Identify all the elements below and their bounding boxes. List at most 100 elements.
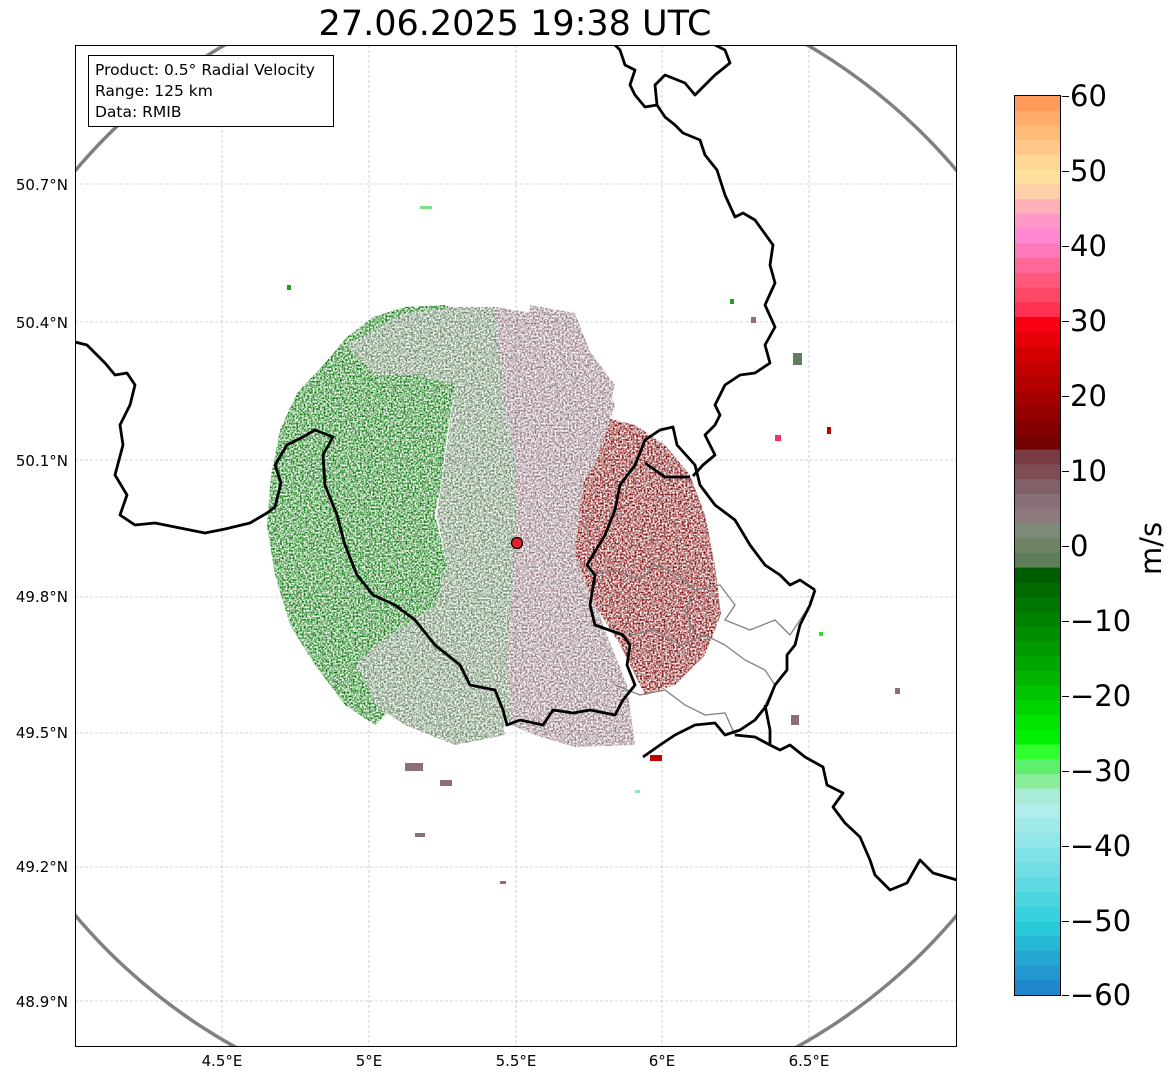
colorbar-band: [1015, 331, 1060, 348]
colorbar-band: [1015, 552, 1060, 569]
colorbar-band: [1015, 125, 1060, 141]
colorbar-tick: [1062, 246, 1069, 247]
colorbar-band: [1015, 96, 1060, 112]
data-source-label: Data: RMIB: [95, 103, 182, 121]
colorbar-tick-label: −10: [1070, 604, 1132, 638]
colorbar-tick-label: 0: [1070, 529, 1089, 563]
colorbar-band: [1015, 390, 1060, 407]
colorbar-band: [1015, 140, 1060, 156]
colorbar-band: [1015, 656, 1060, 672]
colorbar-band: [1015, 508, 1060, 524]
colorbar-tick: [1062, 546, 1069, 547]
colorbar-band: [1015, 199, 1060, 215]
colorbar-band: [1015, 700, 1060, 716]
colorbar-band: [1015, 877, 1060, 893]
colorbar-band: [1015, 936, 1060, 952]
colorbar-band: [1015, 110, 1060, 127]
colorbar-tick-label: −40: [1070, 829, 1132, 863]
colorbar-band: [1015, 405, 1060, 421]
colorbar-band: [1015, 597, 1060, 613]
colorbar-tick-label: −50: [1070, 904, 1132, 938]
colorbar-band: [1015, 258, 1060, 274]
range-label: Range: 125 km: [95, 82, 213, 100]
colorbar-band: [1015, 685, 1060, 701]
colorbar-tick: [1062, 621, 1069, 622]
colorbar-band: [1015, 493, 1060, 510]
colorbar-band: [1015, 641, 1060, 657]
colorbar-band: [1015, 317, 1060, 333]
colorbar-tick-label: −30: [1070, 754, 1132, 788]
colorbar-band: [1015, 906, 1060, 922]
colorbar-band: [1015, 567, 1060, 583]
colorbar-band: [1015, 921, 1060, 937]
colorbar-band: [1015, 803, 1060, 819]
colorbar-band: [1015, 788, 1060, 805]
lon-tick-label: 5.5°E: [495, 1052, 537, 1070]
colorbar-band: [1015, 228, 1060, 244]
radar-site-marker: [510, 536, 524, 550]
colorbar-band: [1015, 965, 1060, 981]
colorbar-band: [1015, 538, 1060, 554]
colorbar-gradient: [1015, 96, 1060, 995]
colorbar-band: [1015, 479, 1060, 495]
colorbar-band: [1015, 346, 1060, 362]
colorbar-band: [1015, 302, 1060, 318]
country-borders: [75, 45, 957, 892]
colorbar-band: [1015, 950, 1060, 967]
colorbar-band: [1015, 670, 1060, 687]
lat-tick-label: 48.9°N: [15, 993, 68, 1011]
colorbar-band: [1015, 169, 1060, 186]
colorbar-band: [1015, 862, 1060, 878]
colorbar-tick: [1062, 321, 1069, 322]
radar-echoes: [267, 305, 721, 747]
colorbar-band: [1015, 714, 1060, 731]
colorbar-unit-label: m/s: [1134, 521, 1168, 575]
province-boundaries: [589, 564, 811, 736]
colorbar-band: [1015, 582, 1060, 598]
colorbar-tick-label: 50: [1070, 154, 1107, 188]
colorbar-tick-label: 60: [1070, 79, 1107, 113]
colorbar-tick-label: −20: [1070, 679, 1132, 713]
colorbar-band: [1015, 449, 1060, 466]
lon-tick-label: 6.5°E: [788, 1052, 830, 1070]
colorbar-tick: [1062, 846, 1069, 847]
lat-tick-label: 49.5°N: [15, 724, 68, 742]
lat-tick-label: 50.7°N: [15, 176, 68, 194]
colorbar-band: [1015, 287, 1060, 303]
lon-tick-label: 5°E: [355, 1052, 383, 1070]
colorbar-band: [1015, 184, 1060, 200]
colorbar-band: [1015, 759, 1060, 775]
radar-echo-fragments: [287, 206, 900, 884]
colorbar-band: [1015, 980, 1060, 995]
colorbar-band: [1015, 434, 1060, 451]
colorbar-band: [1015, 243, 1060, 259]
colorbar-band: [1015, 361, 1060, 377]
colorbar-tick: [1062, 995, 1069, 996]
colorbar-band: [1015, 523, 1060, 539]
colorbar-tick-label: 20: [1070, 379, 1107, 413]
colorbar-band: [1015, 818, 1060, 834]
colorbar-band: [1015, 272, 1060, 289]
colorbar-tick: [1062, 471, 1069, 472]
map-title: 27.06.2025 19:38 UTC: [318, 4, 712, 44]
colorbar-band: [1015, 464, 1060, 480]
product-info-box: Product: 0.5° Radial Velocity Range: 125…: [88, 55, 334, 127]
colorbar-band: [1015, 420, 1060, 436]
lon-tick-label: 6°E: [648, 1052, 676, 1070]
colorbar-tick: [1062, 921, 1069, 922]
colorbar-band: [1015, 154, 1060, 171]
colorbar-band: [1015, 611, 1060, 628]
lat-tick-label: 50.4°N: [15, 314, 68, 332]
colorbar-band: [1015, 891, 1060, 908]
colorbar-tick-label: 40: [1070, 229, 1107, 263]
colorbar-band: [1015, 832, 1060, 849]
colorbar-tick: [1062, 171, 1069, 172]
velocity-colorbar: [1014, 95, 1061, 996]
colorbar-tick: [1062, 771, 1069, 772]
colorbar-band: [1015, 376, 1060, 392]
colorbar-band: [1015, 847, 1060, 863]
colorbar-band: [1015, 626, 1060, 642]
lat-tick-label: 49.2°N: [15, 858, 68, 876]
radar-map[interactable]: [75, 45, 957, 1047]
colorbar-band: [1015, 729, 1060, 746]
